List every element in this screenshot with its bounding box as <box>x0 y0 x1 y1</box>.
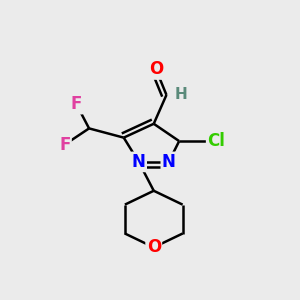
Text: F: F <box>59 136 70 154</box>
Text: N: N <box>132 153 146 171</box>
Text: O: O <box>149 61 163 79</box>
Text: O: O <box>147 238 161 256</box>
Text: F: F <box>71 95 82 113</box>
Text: N: N <box>162 153 176 171</box>
Text: Cl: Cl <box>207 132 225 150</box>
Text: H: H <box>175 87 188 102</box>
